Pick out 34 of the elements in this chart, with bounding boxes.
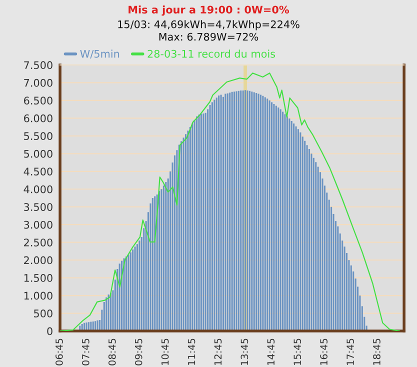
- x-tick-label: 16:45: [320, 338, 328, 365]
- y-tick-label: 6.500: [24, 96, 52, 105]
- x-tick-label: 07:45: [82, 338, 90, 366]
- y-tick-label: 6.000: [24, 114, 52, 122]
- y-tick-label: 1.500: [24, 274, 52, 282]
- y-tick-label: 3.000: [24, 220, 52, 229]
- y-tick-label: 3.500: [24, 203, 52, 211]
- y-tick-label: 1.000: [24, 292, 52, 300]
- y-tick-label: 7.500: [24, 61, 52, 70]
- y-tick-label: 5.000: [24, 150, 52, 158]
- x-tick-label: 18:45: [373, 338, 380, 365]
- legend-label: 28-03-11 record du mois: [148, 50, 276, 58]
- x-tick-label: 13:45: [240, 338, 248, 365]
- x-tick-label: 08:45: [108, 338, 116, 366]
- y-tick-label: 4.500: [24, 168, 52, 176]
- chart-title: Mis a jour a 19:00 : 0W=0%: [128, 6, 290, 16]
- x-tick-label: 14:45: [267, 338, 275, 365]
- y-tick-label: 500: [34, 310, 52, 318]
- x-tick-label: 11:45: [188, 338, 196, 365]
- y-tick-label: 2.500: [24, 238, 52, 246]
- y-tick-label: 2.000: [24, 256, 52, 264]
- y-tick-label: 5.500: [24, 132, 52, 140]
- x-tick-label: 15:45: [294, 338, 302, 365]
- x-tick-label: 12:45: [214, 338, 222, 365]
- legend-label: W/5min: [80, 50, 120, 59]
- y-tick-label: 7.000: [24, 78, 52, 87]
- x-tick-label: 09:45: [134, 338, 142, 366]
- x-tick-label: 06:45: [56, 338, 63, 366]
- x-tick-label: 17:45: [346, 338, 354, 365]
- x-tick-label: 10:45: [161, 338, 169, 365]
- y-tick-label: 0: [47, 327, 52, 336]
- y-tick-label: 4.000: [24, 185, 52, 194]
- chart-subtitle: 15/03: 44,69kWh=4,7kWhp=224% Max: 6.789W=72%: [118, 20, 300, 41]
- line-series: [60, 72, 400, 332]
